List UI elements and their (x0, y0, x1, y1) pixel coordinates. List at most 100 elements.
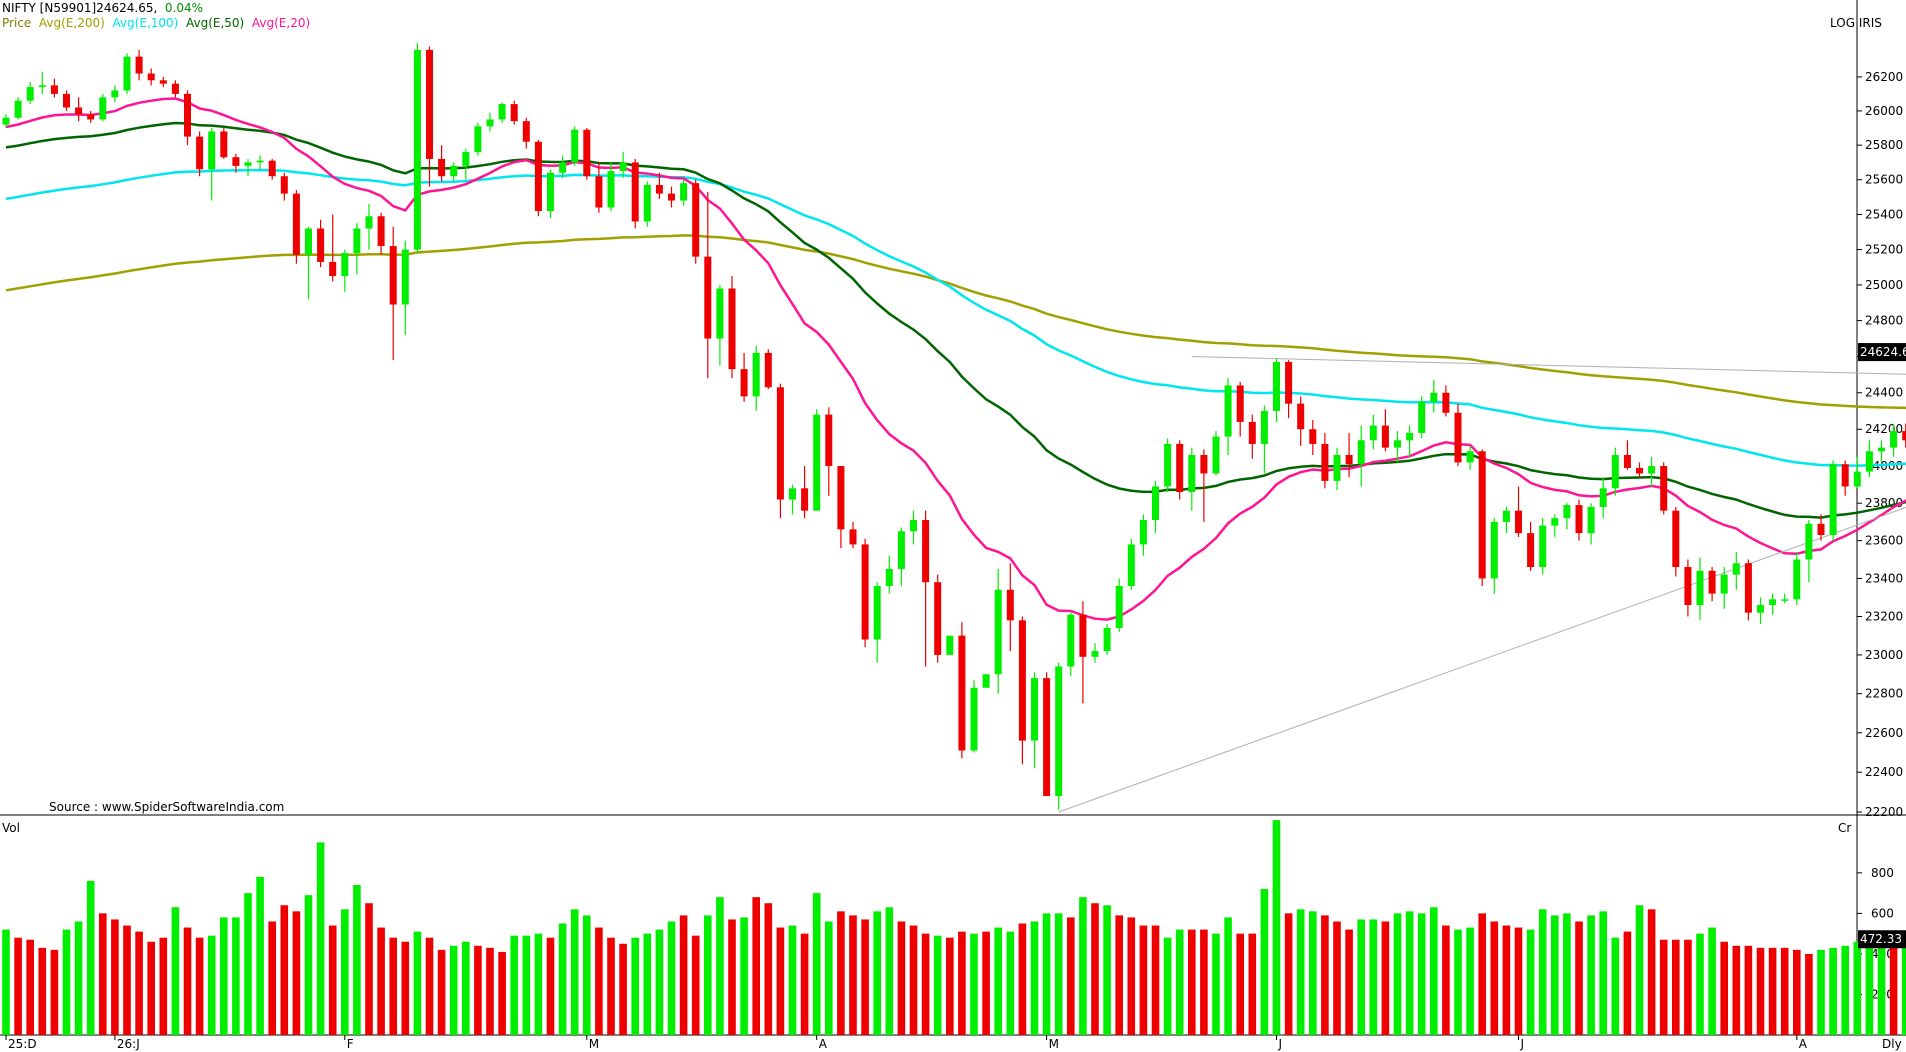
volume-bar (1514, 927, 1523, 1035)
volume-bar (1405, 911, 1414, 1035)
candle-body (994, 589, 1002, 675)
volume-bar (1853, 941, 1862, 1035)
candle-body (1006, 589, 1014, 621)
candle-body (1127, 544, 1135, 587)
volume-bar (679, 915, 688, 1035)
candle-body (1067, 614, 1075, 667)
candle-body (1575, 505, 1583, 534)
change-label: 0.04% (164, 1, 204, 15)
volume-bar (1188, 929, 1196, 1035)
candle-body (1515, 510, 1522, 534)
candle-body (982, 674, 990, 688)
candle-body (643, 184, 651, 222)
volume-bar (655, 929, 664, 1035)
candle-body (716, 288, 724, 339)
candle-body (99, 97, 107, 120)
candle-body (438, 158, 446, 177)
candle-body (474, 126, 482, 153)
candle-body (1696, 570, 1704, 606)
price-tick-label: 25600 (1865, 173, 1903, 187)
volume-bar (1829, 947, 1837, 1035)
volume-bar (1018, 923, 1027, 1035)
volume-bar (1321, 915, 1329, 1035)
price-tick-label: 25000 (1865, 278, 1903, 292)
candle-body (1321, 443, 1329, 481)
candle-body (704, 256, 712, 339)
volume-bar (1744, 945, 1753, 1035)
volume-bar (1696, 933, 1704, 1035)
volume-bar (1260, 889, 1269, 1035)
volume-bar (800, 933, 809, 1035)
volume-bar (353, 884, 361, 1035)
volume-bar (1430, 907, 1438, 1035)
volume-bar (1127, 917, 1136, 1035)
volume-bar (970, 933, 978, 1035)
volume-bar (1599, 911, 1607, 1035)
volume-bar (1732, 945, 1741, 1035)
candle-body (1273, 361, 1280, 411)
price-tick-label: 25400 (1865, 208, 1903, 222)
candle-body (1720, 574, 1728, 594)
candle-body (789, 488, 796, 500)
volume-bar (1793, 949, 1801, 1035)
candle-body (776, 387, 784, 500)
period-label[interactable]: Dly (1882, 1037, 1902, 1051)
volume-bar (1478, 913, 1486, 1035)
log-toggle[interactable]: LOG (1830, 16, 1856, 30)
candle-body (595, 176, 603, 208)
volume-bar (1635, 905, 1644, 1035)
volume-bar (570, 909, 579, 1035)
volume-bar (1817, 949, 1825, 1035)
candle-body (426, 49, 433, 159)
candle-body (1623, 454, 1631, 468)
volume-bar (449, 945, 458, 1035)
volume-bar (74, 921, 83, 1035)
volume-bar (510, 935, 518, 1035)
price-tick-label: 24800 (1865, 314, 1903, 328)
price-tick-label: 24200 (1865, 422, 1903, 436)
candle-body (583, 129, 591, 177)
volume-bar (595, 927, 603, 1035)
legend-ema20[interactable]: Avg(E,20) (251, 16, 311, 30)
candle-body (232, 157, 240, 166)
last-price-label: 24624.65, (96, 1, 158, 15)
candle-body (1853, 471, 1861, 487)
iris-toggle[interactable]: IRIS (1858, 16, 1882, 30)
x-tick-label: 26:J (117, 1037, 140, 1051)
candle-body (268, 160, 276, 177)
candle-body (14, 100, 22, 118)
price-tick-label: 23000 (1865, 648, 1903, 662)
volume-bar (232, 917, 240, 1035)
legend-ema200[interactable]: Avg(E,200) (38, 16, 105, 30)
legend-price[interactable]: Price (2, 16, 32, 30)
candle-body (1018, 620, 1026, 741)
volume-bar (909, 925, 918, 1035)
candle-body (680, 183, 688, 201)
candle-body (1345, 454, 1353, 465)
candle-body (1648, 466, 1656, 474)
price-tick-label: 26200 (1865, 70, 1903, 84)
volume-bar (86, 880, 95, 1035)
candle-body (1817, 523, 1825, 536)
legend-ema50[interactable]: Avg(E,50) (185, 16, 245, 30)
candle-body (377, 216, 385, 247)
volume-bar (292, 911, 301, 1035)
volume-bar (1551, 915, 1559, 1035)
candle-body (1224, 385, 1232, 437)
candle-body (2, 117, 10, 125)
volume-bar (1442, 925, 1450, 1035)
volume-bar (220, 917, 228, 1035)
volume-bar (389, 937, 397, 1035)
volume-bar (667, 921, 676, 1035)
volume-bar (413, 931, 422, 1035)
chart-header: NIFTY [N59901]24624.65, 0.04% (2, 1, 203, 15)
volume-bar (1538, 909, 1547, 1035)
candle-body (135, 56, 143, 74)
candle-body (1599, 488, 1607, 507)
legend-ema100[interactable]: Avg(E,100) (112, 16, 179, 30)
candle-body (1636, 467, 1643, 474)
candle-body (1454, 412, 1462, 463)
candle-body (26, 87, 34, 101)
candle-body (123, 56, 131, 91)
